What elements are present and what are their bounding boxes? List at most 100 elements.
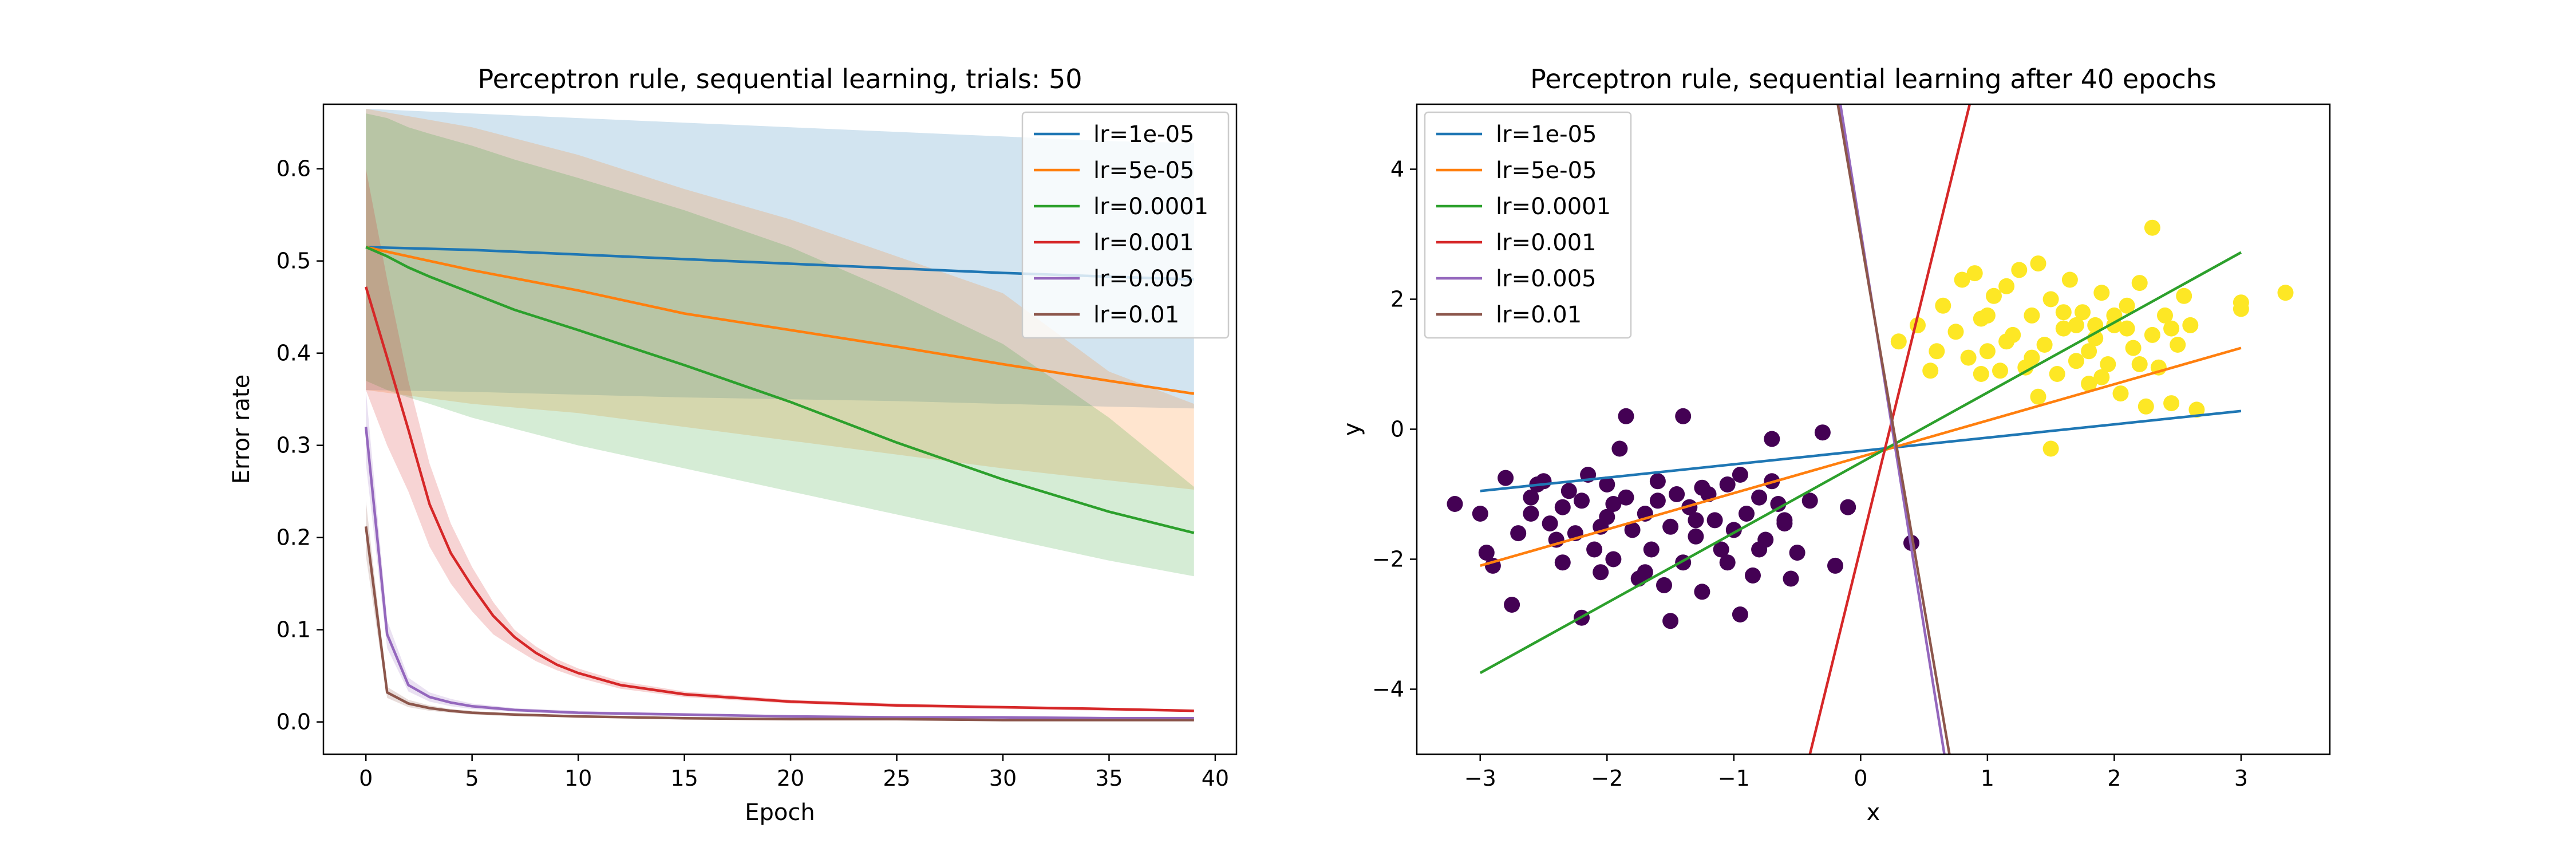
scatter-point-class-0: [1523, 489, 1539, 506]
legend: lr=1e-05 lr=5e-05 lr=0.0001 lr=0.001 lr=0.00…: [1424, 111, 1632, 339]
scatter-point-class-0: [1694, 479, 1710, 496]
scatter-point-class-1: [2068, 353, 2084, 369]
legend-label-lr-5e-05: lr=5e-05: [1496, 157, 1597, 184]
scatter-point-class-0: [1783, 570, 1799, 587]
boundary-line-lr-0-01: [1836, 104, 1951, 754]
scatter-point-class-0: [1745, 567, 1761, 584]
scatter-point-class-0: [1776, 512, 1793, 529]
plot-area: [364, 109, 1195, 722]
scatter-point-class-0: [1649, 492, 1666, 509]
scatter-point-class-1: [2055, 320, 2072, 337]
legend: lr=1e-05 lr=5e-05 lr=0.0001 lr=0.001 lr=0.00…: [1021, 111, 1230, 339]
scatter-point-class-0: [1719, 476, 1736, 492]
legend-label-lr-0-0001: lr=0.0001: [1496, 194, 1611, 220]
legend-label-lr-5e-05: lr=5e-05: [1093, 157, 1194, 184]
y-tick-label: 0.1: [276, 617, 311, 643]
scatter-point-class-1: [1998, 333, 2015, 350]
scatter-point-class-1: [1922, 362, 1939, 379]
plot-frame: [322, 103, 1238, 755]
scatter-point-class-0: [1669, 486, 1685, 502]
scatter-point-class-1: [2119, 320, 2135, 337]
scatter-point-class-1: [2030, 388, 2046, 405]
error-rate-chart: 0 5 10 15 20 25 30 35 40 0.0 0.1 0.2 0.3 0.4 0.5 0.6 Per…: [228, 64, 1238, 826]
y-tick-label: 0.5: [276, 249, 311, 274]
band-lr-5e-05: [366, 109, 1194, 490]
series-line-lr-0-01: [364, 526, 1194, 722]
series-line-lr-5e-05: [365, 246, 1195, 395]
scatter-point-class-1: [2100, 356, 2116, 372]
band-lr-1e-05: [366, 109, 1194, 409]
scatter-point-class-1: [1960, 349, 1977, 366]
x-axis-label: Epoch: [745, 799, 815, 826]
y-tick-label: −4: [1372, 677, 1404, 702]
scatter-point-class-1: [1935, 297, 1951, 314]
scatter-point-class-1: [2024, 349, 2040, 366]
y-axis-label: y: [1339, 423, 1365, 436]
scatter-point-class-0: [1688, 512, 1704, 529]
scatter-point-class-0: [1732, 606, 1748, 622]
scatter-point-class-1: [2125, 340, 2142, 356]
x-tick-label: 10: [564, 766, 592, 791]
scatter-point-class-0: [1472, 506, 1488, 522]
boundary-line-lr-5e-05: [1480, 346, 2242, 568]
x-tick-label: 3: [2234, 766, 2248, 791]
scatter-point-class-0: [1574, 492, 1590, 509]
x-tick-label: 40: [1202, 766, 1229, 791]
y-tick-label: 0.6: [276, 156, 311, 182]
legend-label-lr-0-001: lr=0.001: [1496, 230, 1597, 256]
scatter-point-class-1: [2081, 376, 2097, 392]
legend-label-lr-0-005: lr=0.005: [1093, 266, 1194, 292]
x-tick-label: 0: [359, 766, 373, 791]
scatter-point-class-0: [1827, 557, 1843, 574]
scatter-point-class-1: [2042, 440, 2059, 457]
y-tick-label: 2: [1390, 287, 1404, 312]
series-line-lr-0-005: [364, 427, 1194, 720]
scatter-point-class-1: [1954, 271, 1970, 288]
series-line-lr-0-001: [365, 286, 1194, 712]
scatter-point-class-1: [2068, 317, 2084, 333]
scatter-point-class-0: [1605, 551, 1622, 568]
scatter-point-class-1: [1986, 287, 2002, 304]
scatter-point-class-1: [2024, 307, 2040, 324]
scatter-point-class-1: [1890, 333, 1907, 350]
scatter-point-class-0: [1599, 476, 1615, 492]
scatter-point-class-0: [1662, 613, 1679, 629]
band-lr-0-0001: [366, 113, 1194, 577]
x-tick-label: 35: [1095, 766, 1123, 791]
scatter-point-class-0: [1504, 597, 1520, 613]
scatter-point-class-1: [2055, 304, 2072, 321]
scatter-point-class-1: [1979, 343, 1996, 360]
y-tick-label: 4: [1390, 157, 1404, 182]
scatter-point-class-1: [2093, 369, 2110, 385]
legend-box: [1021, 111, 1230, 339]
scatter-point-class-1: [2131, 275, 2148, 291]
scatter-point-class-1: [2170, 337, 2186, 353]
x-tick-label: 2: [2107, 766, 2121, 791]
y-axis-label: Error rate: [228, 375, 255, 484]
legend-box: [1424, 111, 1632, 339]
scatter-point-class-0: [1535, 473, 1552, 490]
scatter-point-class-0: [1764, 431, 1780, 447]
scatter-point-class-1: [1947, 324, 1964, 340]
scatter-point-class-0: [1675, 408, 1692, 424]
scatter-point-class-0: [1751, 541, 1768, 558]
scatter-point-class-0: [1706, 512, 1723, 529]
scatter-point-class-0: [1554, 554, 1571, 571]
scatter-point-class-1: [2277, 285, 2294, 301]
scatter-point-class-1: [1992, 362, 2008, 379]
plot-area: [1447, 104, 2294, 754]
scatter-point-class-0: [1478, 545, 1495, 561]
scatter-point-class-0: [1618, 408, 1634, 424]
scatter-point-class-0: [1510, 525, 1527, 542]
scatter-point-class-0: [1713, 541, 1729, 558]
legend-label-lr-0-001: lr=0.001: [1093, 230, 1194, 256]
y-tick-label: 0.0: [276, 710, 311, 735]
scatter-point-class-1: [2081, 343, 2097, 360]
scatter-point-class-0: [1688, 528, 1704, 545]
scatter-point-class-1: [2176, 287, 2192, 304]
legend-label-lr-1e-05: lr=1e-05: [1093, 121, 1194, 148]
legend-label-lr-0-005: lr=0.005: [1496, 266, 1597, 292]
scatter-point-class-0: [1523, 506, 1539, 522]
x-axis-label: x: [1867, 799, 1880, 826]
scatter-point-class-1: [2188, 401, 2205, 418]
